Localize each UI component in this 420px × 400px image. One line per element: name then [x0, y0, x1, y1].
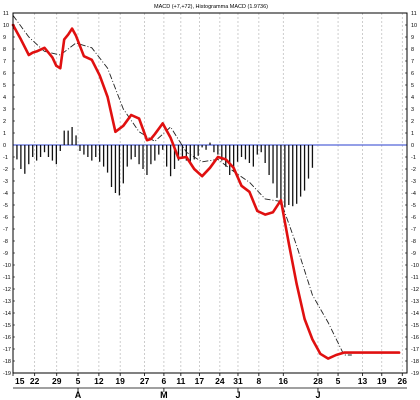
y-tick-label: -11 — [411, 275, 419, 281]
y-axis-left: 11109876543210-1-2-3-4-5-6-7-8-9-10-11-1… — [3, 11, 15, 377]
plot-frame — [12, 12, 408, 374]
x-axis: 15 22 29 5 12 19 27 6 11 17 24 31 8 16 28 5 13 19 26 — [12, 373, 408, 389]
y-tick-label: -14 — [411, 311, 419, 317]
y-tick-label: -15 — [411, 323, 419, 329]
y-tick-label: -13 — [3, 299, 11, 305]
chart-title: MACD (+7,+72), Histogramma MACD (1.9736) — [154, 4, 268, 10]
y-tick-label: 4 — [411, 95, 414, 101]
x-tick-label: 8 — [256, 376, 261, 386]
y-tick-label: -15 — [3, 323, 11, 329]
y-tick-label: -16 — [411, 335, 419, 341]
y-axis-right: 11109876543210-1-2-3-4-5-6-7-8-9-10-11-1… — [405, 11, 419, 377]
histogram — [16, 127, 314, 208]
y-tick-label: 8 — [411, 47, 414, 53]
y-tick-label: 1 — [411, 131, 414, 137]
y-tick-label: -9 — [3, 251, 8, 257]
y-tick-label: -4 — [411, 191, 416, 197]
y-tick-label: 11 — [3, 11, 9, 17]
y-tick-label: 9 — [3, 35, 6, 41]
y-tick-label: 6 — [411, 71, 414, 77]
x-tick-label: 17 — [195, 376, 205, 386]
y-tick-label: -1 — [411, 155, 416, 161]
y-tick-label: -9 — [411, 251, 416, 257]
y-tick-label: -18 — [3, 359, 11, 365]
y-tick-label: -4 — [3, 191, 8, 197]
x-tick-label: 29 — [52, 376, 62, 386]
y-tick-label: -10 — [3, 263, 11, 269]
x-tick-label: 31 — [233, 376, 243, 386]
x-tick-label: 5 — [76, 376, 81, 386]
y-tick-label: 0 — [411, 143, 414, 149]
y-tick-label: -8 — [3, 239, 8, 245]
y-tick-label: -3 — [3, 179, 8, 185]
x-tick-label: 27 — [140, 376, 150, 386]
y-tick-label: -19 — [411, 371, 419, 377]
x-tick-label: 13 — [358, 376, 368, 386]
y-tick-label: -3 — [411, 179, 416, 185]
y-tick-label: -12 — [3, 287, 11, 293]
y-tick-label: 2 — [411, 119, 414, 125]
y-tick-label: -5 — [3, 203, 8, 209]
y-tick-label: -1 — [3, 155, 8, 161]
y-tick-label: 5 — [411, 83, 414, 89]
y-tick-label: -7 — [411, 227, 416, 233]
y-tick-label: -18 — [411, 359, 419, 365]
x-tick-label: 11 — [176, 376, 185, 386]
month-label: A — [75, 390, 82, 400]
y-tick-label: 10 — [3, 23, 9, 29]
y-tick-label: 7 — [411, 59, 414, 65]
x-tick-label: 19 — [115, 376, 125, 386]
y-tick-label: -5 — [411, 203, 416, 209]
y-tick-label: 3 — [411, 107, 414, 113]
x-tick-label: 22 — [30, 376, 40, 386]
macd-line — [11, 23, 401, 360]
month-label: J — [235, 390, 240, 400]
y-tick-label: 4 — [3, 95, 6, 101]
y-tick-label: 11 — [411, 11, 417, 17]
x-tick-label: 6 — [162, 376, 167, 386]
x-tick-label: 12 — [94, 376, 104, 386]
y-tick-label: -8 — [411, 239, 416, 245]
x-tick-label: 28 — [313, 376, 323, 386]
y-tick-label: 6 — [3, 71, 6, 77]
month-label: M — [160, 390, 168, 400]
signal-line — [12, 15, 352, 356]
y-tick-label: -17 — [411, 347, 419, 353]
y-tick-label: -11 — [3, 275, 11, 281]
y-tick-label: 10 — [411, 23, 417, 29]
y-tick-label: -2 — [411, 167, 416, 173]
x-tick-label: 24 — [215, 376, 225, 386]
y-tick-label: -19 — [3, 371, 11, 377]
x-tick-label: 16 — [279, 376, 289, 386]
month-label: J — [315, 390, 320, 400]
y-tick-label: -6 — [411, 215, 416, 221]
x-tick-label: 15 — [15, 376, 25, 386]
y-tick-label: -12 — [411, 287, 419, 293]
y-tick-label: 0 — [3, 143, 6, 149]
x-tick-label: 26 — [398, 376, 408, 386]
y-tick-label: -10 — [411, 263, 419, 269]
y-tick-label: 9 — [411, 35, 414, 41]
y-tick-label: 8 — [3, 47, 6, 53]
x-tick-label: 5 — [336, 376, 341, 386]
y-tick-label: -2 — [3, 167, 8, 173]
y-tick-label: 7 — [3, 59, 6, 65]
y-tick-label: -13 — [411, 299, 419, 305]
y-tick-label: 3 — [3, 107, 6, 113]
y-tick-label: -14 — [3, 311, 11, 317]
y-tick-label: -6 — [3, 215, 8, 221]
y-tick-label: 5 — [3, 83, 6, 89]
y-tick-label: -17 — [3, 347, 11, 353]
y-tick-label: -7 — [3, 227, 8, 233]
grid — [12, 13, 403, 373]
x-tick-label: 19 — [377, 376, 387, 386]
y-tick-label: 1 — [3, 131, 6, 137]
y-tick-label: -16 — [3, 335, 11, 341]
y-tick-label: 2 — [3, 119, 6, 125]
